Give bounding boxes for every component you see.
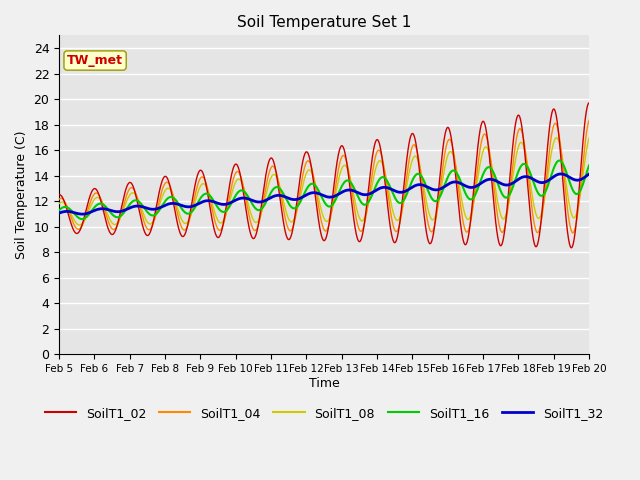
- Text: TW_met: TW_met: [67, 54, 123, 67]
- Title: Soil Temperature Set 1: Soil Temperature Set 1: [237, 15, 412, 30]
- Y-axis label: Soil Temperature (C): Soil Temperature (C): [15, 131, 28, 259]
- Legend: SoilT1_02, SoilT1_04, SoilT1_08, SoilT1_16, SoilT1_32: SoilT1_02, SoilT1_04, SoilT1_08, SoilT1_…: [40, 402, 608, 425]
- X-axis label: Time: Time: [308, 377, 339, 390]
